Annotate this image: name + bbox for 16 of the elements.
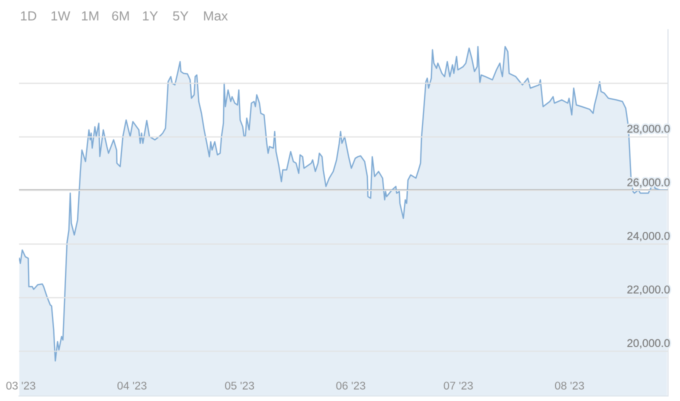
text: 1Y bbox=[143, 11, 158, 20]
y-tick-label: 20,000.0 bbox=[627, 339, 670, 348]
x-tick-label: 03 '23 bbox=[6, 382, 36, 390]
text: 1M bbox=[82, 11, 98, 20]
text: 5Y bbox=[173, 11, 188, 21]
x-tick-label: 06 '23 bbox=[336, 382, 366, 390]
y-tick-label: 22,000.0 bbox=[627, 286, 670, 295]
text: 6M bbox=[112, 11, 129, 21]
x-tick-label: 07 '23 bbox=[444, 382, 473, 390]
text: 1W bbox=[52, 11, 70, 20]
y-tick-label: 24,000.0 bbox=[627, 232, 670, 242]
x-tick-label: 08 '23 bbox=[554, 382, 584, 390]
x-tick-label: 04 '23 bbox=[117, 382, 146, 390]
text: Max bbox=[204, 11, 228, 21]
text: 1D bbox=[21, 11, 36, 20]
x-tick-label: 05 '23 bbox=[225, 382, 254, 390]
